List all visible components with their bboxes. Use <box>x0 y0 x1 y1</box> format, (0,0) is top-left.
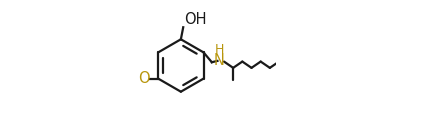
Text: OH: OH <box>184 12 206 27</box>
Text: N: N <box>214 53 225 68</box>
Text: H: H <box>214 43 224 56</box>
Text: O: O <box>138 71 150 86</box>
